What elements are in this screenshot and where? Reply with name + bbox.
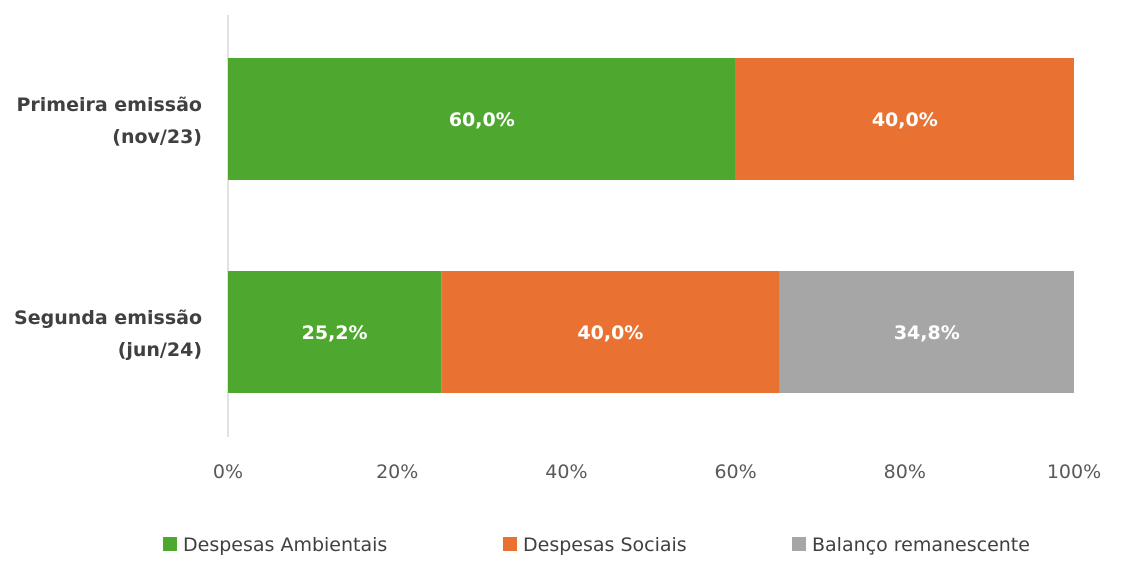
category-label: (nov/23) [112, 126, 202, 148]
data-label: 25,2% [302, 322, 368, 344]
legend-swatch [792, 537, 806, 551]
data-label: 34,8% [894, 322, 960, 344]
bar-segment [441, 271, 780, 393]
legend-label: Despesas Ambientais [183, 534, 387, 556]
bar-segment [735, 58, 1074, 180]
legend-swatch [503, 537, 517, 551]
x-tick-label: 60% [714, 461, 756, 483]
legend-label: Despesas Sociais [523, 534, 687, 556]
data-label: 40,0% [872, 109, 938, 131]
category-label: Segunda emissão [14, 307, 202, 329]
x-tick-label: 40% [545, 461, 587, 483]
legend-swatch [163, 537, 177, 551]
bar-segment [779, 271, 1074, 393]
category-label: (jun/24) [118, 339, 202, 361]
data-label: 60,0% [449, 109, 515, 131]
bar-segment [228, 271, 442, 393]
category-label: Primeira emissão [16, 94, 202, 116]
bar-segment [228, 58, 736, 180]
legend-label: Balanço remanescente [812, 534, 1030, 556]
x-tick-label: 0% [213, 461, 243, 483]
x-tick-label: 100% [1047, 461, 1101, 483]
x-tick-label: 80% [884, 461, 926, 483]
x-tick-label: 20% [376, 461, 418, 483]
data-label: 40,0% [577, 322, 643, 344]
